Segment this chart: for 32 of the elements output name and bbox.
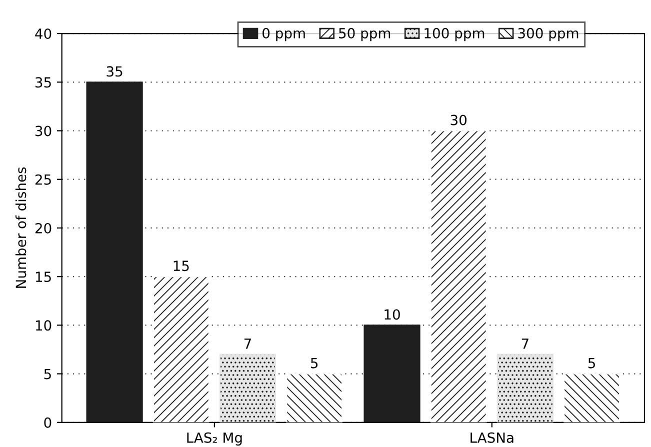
data-label: 15: [174, 260, 189, 272]
y-tick-label: 25: [35, 174, 51, 185]
legend-label: 300 ppm: [518, 28, 578, 42]
y-axis-title: Number of dishes: [15, 167, 26, 288]
data-label: 30: [450, 114, 467, 126]
legend-label: 0 ppm: [262, 28, 305, 42]
y-tick-label: 20: [35, 222, 52, 234]
data-label: 5: [310, 358, 318, 368]
data-label: 10: [384, 309, 400, 320]
y-tick-label: 15: [36, 272, 51, 282]
y-tick-label: 5: [44, 368, 51, 380]
bar: [364, 324, 420, 422]
x-tick-label: LASNa: [470, 432, 514, 443]
data-label: 35: [106, 66, 122, 77]
bar: [152, 276, 210, 422]
legend-label: 50 ppm: [339, 28, 390, 42]
x-tick-label: LAS₂ Mg: [187, 432, 242, 446]
y-tick-label: 35: [36, 77, 51, 88]
bar: [219, 354, 276, 422]
y-tick-label: 0: [44, 417, 52, 428]
y-tick-label: 30: [36, 126, 52, 136]
legend-label: 100 ppm: [424, 28, 484, 42]
y-tick-label: 40: [35, 28, 52, 39]
data-label: 5: [588, 358, 595, 368]
bar: [496, 354, 554, 422]
bar: [430, 130, 487, 422]
bar: [86, 82, 143, 422]
bar: [286, 373, 343, 422]
data-label: 7: [522, 338, 528, 349]
y-tick-label: 10: [36, 320, 52, 331]
bar: [563, 373, 620, 422]
data-label: 7: [244, 338, 251, 349]
